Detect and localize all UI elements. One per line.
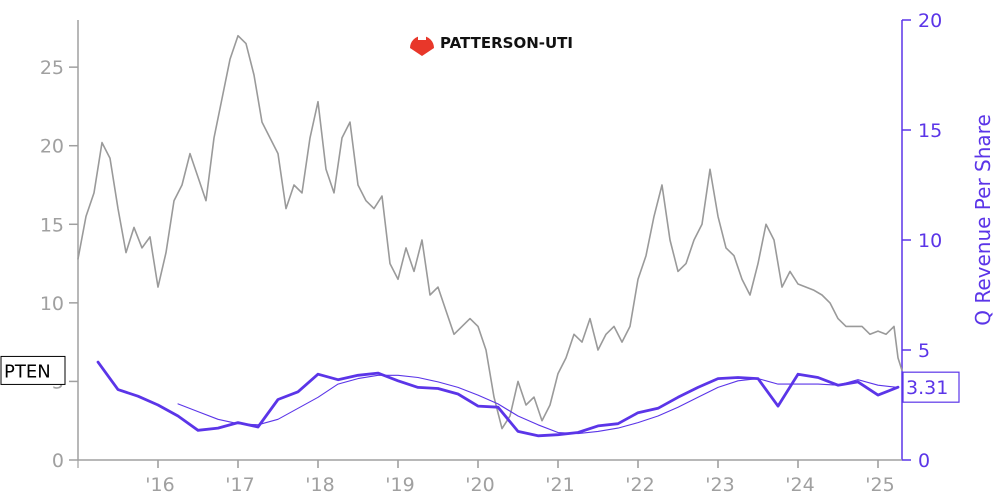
x-axis-tick-label: '18 <box>305 474 334 496</box>
left-axis-tick-label: 20 <box>40 136 64 158</box>
logo-red-dome-icon <box>410 36 434 48</box>
x-axis-tick-label: '24 <box>785 474 814 496</box>
logo-text: PATTERSON-UTI <box>440 34 573 52</box>
ticker-label: PTEN <box>4 361 51 382</box>
x-axis-tick-label: '17 <box>225 474 254 496</box>
chart-series <box>77 34 903 438</box>
x-axis-tick-label: '16 <box>145 474 174 496</box>
right-axis-tick-label: 10 <box>918 230 942 252</box>
right-axis-tick-label: 15 <box>918 120 942 142</box>
q-revenue-trend-line <box>177 374 899 435</box>
x-axis-tick-label: '19 <box>385 474 414 496</box>
last-value-box <box>902 371 960 403</box>
left-axis-tick-label: 25 <box>40 57 64 79</box>
right-axis-label: Q Revenue Per Share <box>971 114 995 326</box>
x-axis-tick-label: '23 <box>705 474 734 496</box>
left-axis-tick-label: 15 <box>40 214 64 236</box>
right-axis-tick-label: 5 <box>918 340 930 362</box>
ticker-label-box <box>0 355 66 385</box>
x-axis-tick-label: '25 <box>865 474 894 496</box>
pten-price-line <box>77 34 903 430</box>
chart-labels: PTEN 3.31 <box>0 355 960 403</box>
right-axis-tick-label: 0 <box>918 450 930 472</box>
right-axis-tick-label: 20 <box>918 10 942 32</box>
x-axis-tick-label: '20 <box>465 474 494 496</box>
left-axis-tick-label: 0 <box>52 450 64 472</box>
chart-axes: 051015202505101520Q Revenue Per Share'16… <box>40 10 995 496</box>
last-value-label: 3.31 <box>906 377 948 399</box>
patterson-uti-logo: PATTERSON-UTI <box>410 34 573 56</box>
q-revenue-per-share-line <box>96 360 900 438</box>
x-axis-tick-label: '22 <box>625 474 654 496</box>
x-axis-tick-label: '21 <box>545 474 574 496</box>
logo-notch-icon <box>418 34 426 40</box>
left-axis-tick-label: 10 <box>40 293 64 315</box>
logo-red-wedge-icon <box>410 48 434 56</box>
